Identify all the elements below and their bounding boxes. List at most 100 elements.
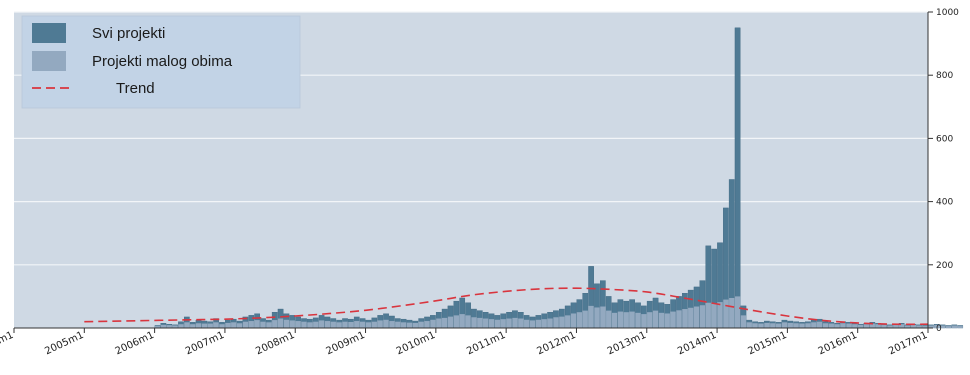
- x-tick-label: 2005m1: [43, 330, 85, 358]
- bar: [746, 322, 752, 328]
- bar: [899, 324, 905, 328]
- bar: [160, 324, 167, 328]
- bar: [406, 322, 413, 328]
- bar: [734, 296, 741, 328]
- bar: [178, 324, 184, 328]
- bar: [377, 320, 383, 328]
- bar: [494, 319, 500, 328]
- bar: [559, 316, 565, 328]
- bar: [951, 325, 957, 328]
- y-tick-label: 1000: [936, 8, 959, 18]
- y-tick-label: 200: [936, 261, 953, 271]
- series-projekti-malog-obima: [154, 296, 963, 328]
- bar: [389, 321, 395, 328]
- bar: [225, 322, 231, 328]
- legend-label-projekti-malog-obima: Projekti malog obima: [92, 53, 233, 70]
- bar: [764, 322, 770, 328]
- bar: [430, 319, 436, 328]
- bar: [400, 322, 407, 328]
- bar: [863, 324, 870, 328]
- x-tick-label: 2007m1: [184, 330, 226, 358]
- bar: [219, 324, 225, 328]
- bar: [647, 312, 653, 328]
- bar: [500, 319, 506, 328]
- bar: [359, 321, 366, 328]
- bar: [828, 323, 834, 328]
- bar: [799, 323, 805, 328]
- bar: [611, 312, 618, 328]
- bar: [570, 313, 577, 328]
- bar: [635, 312, 641, 328]
- bar: [893, 324, 899, 328]
- bar: [190, 324, 196, 328]
- legend: Svi projekti Projekti malog obima Trend: [21, 15, 301, 109]
- x-tick-label: 2010m1: [395, 330, 437, 358]
- bar: [213, 322, 219, 328]
- bar: [459, 314, 465, 328]
- bar: [383, 319, 389, 328]
- bar: [928, 325, 934, 328]
- bar: [781, 322, 788, 328]
- legend-box: [21, 15, 301, 109]
- bar: [418, 321, 424, 328]
- bar: [711, 303, 717, 328]
- bar: [154, 326, 161, 328]
- bar: [922, 326, 928, 328]
- bar: [723, 299, 729, 328]
- bar: [934, 324, 940, 328]
- bar: [254, 320, 260, 328]
- bar: [301, 321, 307, 328]
- bar: [740, 315, 747, 328]
- bar: [248, 321, 254, 328]
- bar: [881, 324, 887, 328]
- bar: [436, 318, 442, 328]
- bar: [524, 319, 530, 328]
- bar: [336, 322, 342, 328]
- y-tick-label: 800: [936, 71, 953, 81]
- bar: [693, 306, 700, 328]
- bar: [541, 319, 547, 328]
- bar: [412, 322, 418, 328]
- bar: [588, 305, 594, 328]
- bar: [869, 323, 875, 328]
- y-tick-label: 400: [936, 198, 953, 208]
- y-tick-label: 600: [936, 134, 953, 144]
- bar: [940, 325, 946, 328]
- bar: [231, 322, 237, 328]
- bar: [166, 325, 172, 328]
- x-tick-label: 2014m1: [676, 330, 718, 358]
- bar: [453, 315, 459, 328]
- legend-swatch-projekti-malog-obima: [32, 51, 66, 71]
- bar: [617, 311, 624, 328]
- legend-swatch-svi-projekti: [32, 23, 66, 43]
- bar: [477, 317, 483, 328]
- bar: [348, 321, 354, 328]
- bar: [289, 320, 295, 328]
- bar: [729, 297, 735, 328]
- bar: [705, 302, 711, 328]
- bar: [811, 322, 817, 328]
- bar: [834, 324, 840, 328]
- bar: [793, 323, 799, 328]
- legend-label-trend: Trend: [116, 80, 155, 97]
- bar: [535, 319, 542, 328]
- bar: [324, 321, 331, 328]
- y-tick-label: 0: [936, 324, 942, 334]
- bar: [857, 324, 864, 328]
- bar: [342, 321, 348, 328]
- bar: [623, 312, 629, 328]
- bar: [594, 307, 600, 328]
- x-tick-label: 2009m1: [324, 330, 366, 358]
- bar: [184, 322, 190, 328]
- bar: [641, 314, 647, 328]
- bar: [236, 323, 243, 328]
- bar: [547, 318, 553, 328]
- bar: [354, 321, 360, 328]
- bar: [852, 324, 858, 328]
- bar: [664, 313, 670, 328]
- bar: [272, 320, 278, 328]
- bar: [758, 323, 764, 328]
- bar: [483, 318, 489, 328]
- bar: [207, 323, 213, 328]
